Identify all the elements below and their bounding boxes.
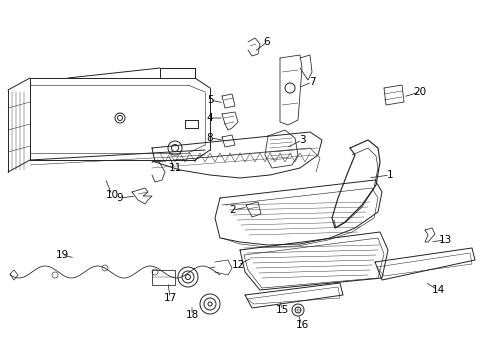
Text: 3: 3	[298, 135, 305, 145]
Text: 2: 2	[229, 205, 236, 215]
Text: 11: 11	[168, 163, 181, 173]
Text: 9: 9	[117, 193, 123, 203]
Text: 1: 1	[386, 170, 392, 180]
Text: 19: 19	[55, 250, 68, 260]
Text: 16: 16	[295, 320, 308, 330]
Text: 6: 6	[263, 37, 270, 47]
Text: 20: 20	[412, 87, 426, 97]
Text: 17: 17	[163, 293, 176, 303]
Text: 5: 5	[206, 95, 213, 105]
Text: 15: 15	[275, 305, 288, 315]
Text: 18: 18	[185, 310, 198, 320]
Text: 13: 13	[437, 235, 451, 245]
Text: 4: 4	[206, 113, 213, 123]
Text: 8: 8	[206, 133, 213, 143]
Text: 10: 10	[105, 190, 118, 200]
Text: 7: 7	[308, 77, 315, 87]
Text: 14: 14	[430, 285, 444, 295]
Text: 12: 12	[231, 260, 244, 270]
